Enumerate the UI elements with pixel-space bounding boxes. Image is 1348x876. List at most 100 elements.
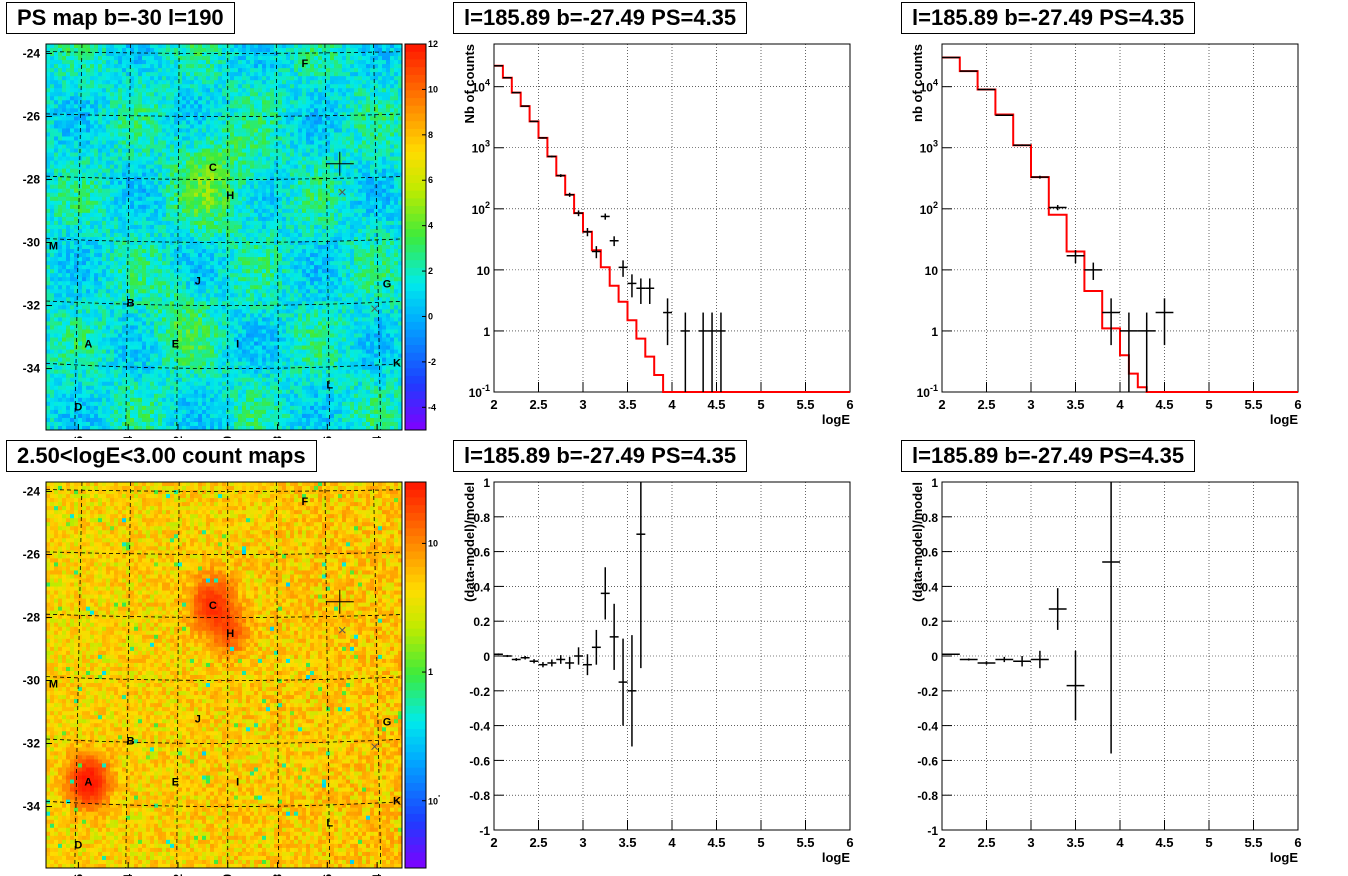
map-cell (266, 112, 271, 117)
map-cell (66, 124, 71, 129)
map-cell (326, 188, 331, 194)
map-cell (154, 124, 159, 129)
map-cell (102, 257, 107, 262)
map-cell (70, 140, 75, 145)
map-cell (118, 237, 123, 242)
map-cell (110, 128, 115, 133)
map-cell (114, 164, 119, 170)
map-cell (78, 124, 83, 129)
map-cell (118, 224, 123, 230)
map-cell (310, 232, 315, 238)
map-cell (170, 148, 175, 153)
map-cell (390, 68, 395, 73)
map-cell (258, 204, 263, 210)
map-cell (246, 216, 251, 222)
map-cell (374, 96, 379, 101)
map-cell (202, 88, 207, 93)
map-cell (370, 245, 375, 250)
map-cell (134, 92, 139, 97)
map-cell (306, 261, 311, 266)
map-cell (382, 232, 387, 238)
map-cell (150, 172, 155, 178)
map-cell (302, 72, 307, 77)
map-cell (102, 124, 107, 129)
map-cell (154, 100, 159, 105)
map-cell (54, 68, 59, 73)
map-cell (346, 241, 351, 246)
map-cell (158, 261, 163, 266)
map-cell (150, 116, 155, 121)
map-cell (246, 156, 251, 161)
map-cell (222, 84, 227, 89)
map-cell (314, 212, 319, 218)
map-cell (162, 112, 167, 117)
map-cell (182, 257, 187, 262)
map-cell (114, 237, 119, 242)
map-cell (70, 249, 75, 254)
map-cell (50, 257, 55, 262)
map-cell (74, 96, 79, 101)
map-cell (262, 245, 267, 250)
map-cell (386, 168, 391, 174)
map-cell (254, 172, 259, 178)
map-cell (194, 152, 199, 157)
map-cell (186, 249, 191, 254)
map-cell (286, 144, 291, 149)
map-cell (150, 108, 155, 113)
map-cell (162, 72, 167, 77)
map-cell (286, 220, 291, 226)
map-cell (246, 76, 251, 81)
map-cell (306, 140, 311, 145)
map-cell (294, 44, 299, 49)
map-cell (298, 168, 303, 174)
map-cell (350, 112, 355, 117)
map-cell (82, 184, 87, 190)
map-cell (278, 108, 283, 113)
map-cell (166, 212, 171, 218)
map-cell (82, 76, 87, 81)
map-cell (318, 184, 323, 190)
map-cell (322, 168, 327, 174)
map-cell (290, 200, 295, 206)
map-cell (234, 104, 239, 109)
map-cell (358, 92, 363, 97)
map-cell (282, 84, 287, 89)
map-cell (198, 249, 203, 254)
map-cell (162, 100, 167, 105)
map-cell (326, 220, 331, 226)
map-cell (146, 245, 151, 250)
map-cell (270, 224, 275, 230)
map-cell (270, 261, 275, 266)
map-cell (118, 192, 123, 198)
map-cell (254, 216, 259, 222)
map-cell (278, 257, 283, 262)
map-cell (310, 116, 315, 121)
map-cell (90, 265, 95, 270)
map-cell (90, 180, 95, 186)
map-cell (206, 232, 211, 238)
map-cell (198, 208, 203, 214)
map-cell (350, 104, 355, 109)
map-cell (182, 124, 187, 129)
map-cell (106, 168, 111, 174)
map-cell (366, 160, 371, 166)
map-cell (142, 152, 147, 157)
map-cell (170, 104, 175, 109)
map-cell (214, 228, 219, 234)
map-cell (274, 100, 279, 105)
map-cell (398, 200, 403, 206)
map-cell (358, 176, 363, 182)
map-cell (146, 249, 151, 254)
map-cell (270, 212, 275, 218)
map-cell (266, 96, 271, 101)
map-cell (210, 249, 215, 254)
map-cell (346, 245, 351, 250)
map-cell (242, 116, 247, 121)
map-cell (182, 72, 187, 77)
map-cell (310, 104, 315, 109)
map-cell (62, 136, 67, 141)
map-cell (314, 245, 319, 250)
map-cell (358, 80, 363, 85)
map-cell (182, 52, 187, 57)
map-cell (134, 128, 139, 133)
